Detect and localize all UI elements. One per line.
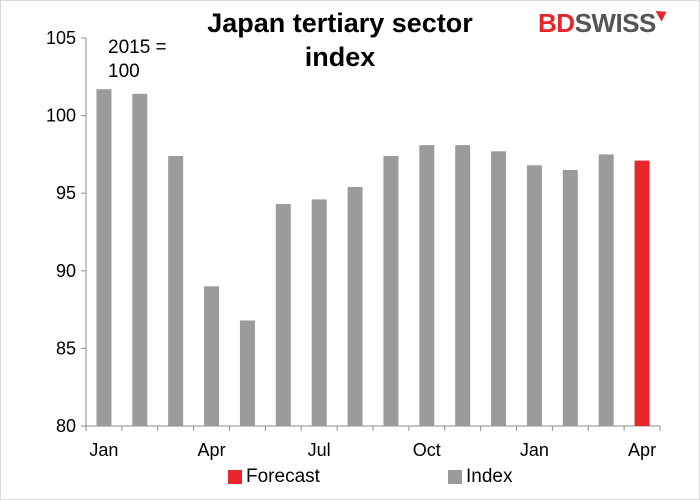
index-bar bbox=[275, 204, 291, 426]
y-tick-label: 100 bbox=[46, 106, 76, 126]
y-tick-label: 90 bbox=[56, 261, 76, 281]
x-tick-label: Jan bbox=[89, 440, 118, 460]
chart-title: Japan tertiary sector index bbox=[207, 8, 473, 72]
legend-swatch bbox=[448, 470, 462, 484]
x-tick-label: Apr bbox=[198, 440, 226, 460]
legend-item-index: Index bbox=[448, 466, 512, 488]
unit-note: 2015 = 100 bbox=[108, 37, 167, 82]
index-bar bbox=[491, 151, 507, 426]
y-tick-label: 95 bbox=[56, 183, 76, 203]
legend-label: Index bbox=[466, 466, 513, 487]
x-tick-label: Jan bbox=[520, 440, 549, 460]
index-bar bbox=[526, 165, 542, 426]
legend-item-forecast: Forecast bbox=[228, 466, 320, 488]
logo-text-swiss: SWISS bbox=[574, 8, 657, 38]
index-bar bbox=[311, 199, 327, 426]
index-bar bbox=[132, 93, 148, 426]
index-bar bbox=[239, 320, 255, 426]
x-tick-label: Apr bbox=[628, 440, 656, 460]
y-tick-label: 105 bbox=[46, 28, 76, 48]
index-bar bbox=[168, 155, 184, 426]
index-bar bbox=[419, 145, 435, 426]
index-bar bbox=[455, 145, 471, 426]
bdswiss-logo: BDSWISS bbox=[538, 6, 670, 39]
index-bar bbox=[96, 89, 112, 426]
legend-swatch bbox=[228, 470, 242, 484]
index-bar bbox=[347, 186, 363, 426]
y-tick-label: 80 bbox=[56, 416, 76, 436]
bars bbox=[96, 89, 650, 427]
legend-label: Forecast bbox=[246, 466, 320, 487]
index-bar bbox=[204, 286, 220, 426]
x-tick-label: Jul bbox=[308, 440, 331, 460]
index-bar bbox=[562, 169, 578, 427]
x-tick-label: Oct bbox=[413, 440, 441, 460]
logo-text-bd: BD bbox=[538, 8, 575, 38]
tick-labels: 80 85 90 95 100 105 Jan Apr Jul Oct Jan Apr bbox=[46, 28, 656, 460]
index-bar bbox=[598, 154, 614, 426]
y-tick-label: 85 bbox=[56, 338, 76, 358]
forecast-bar bbox=[634, 160, 650, 426]
index-bar bbox=[383, 155, 399, 426]
legend: Forecast Index bbox=[0, 466, 700, 492]
